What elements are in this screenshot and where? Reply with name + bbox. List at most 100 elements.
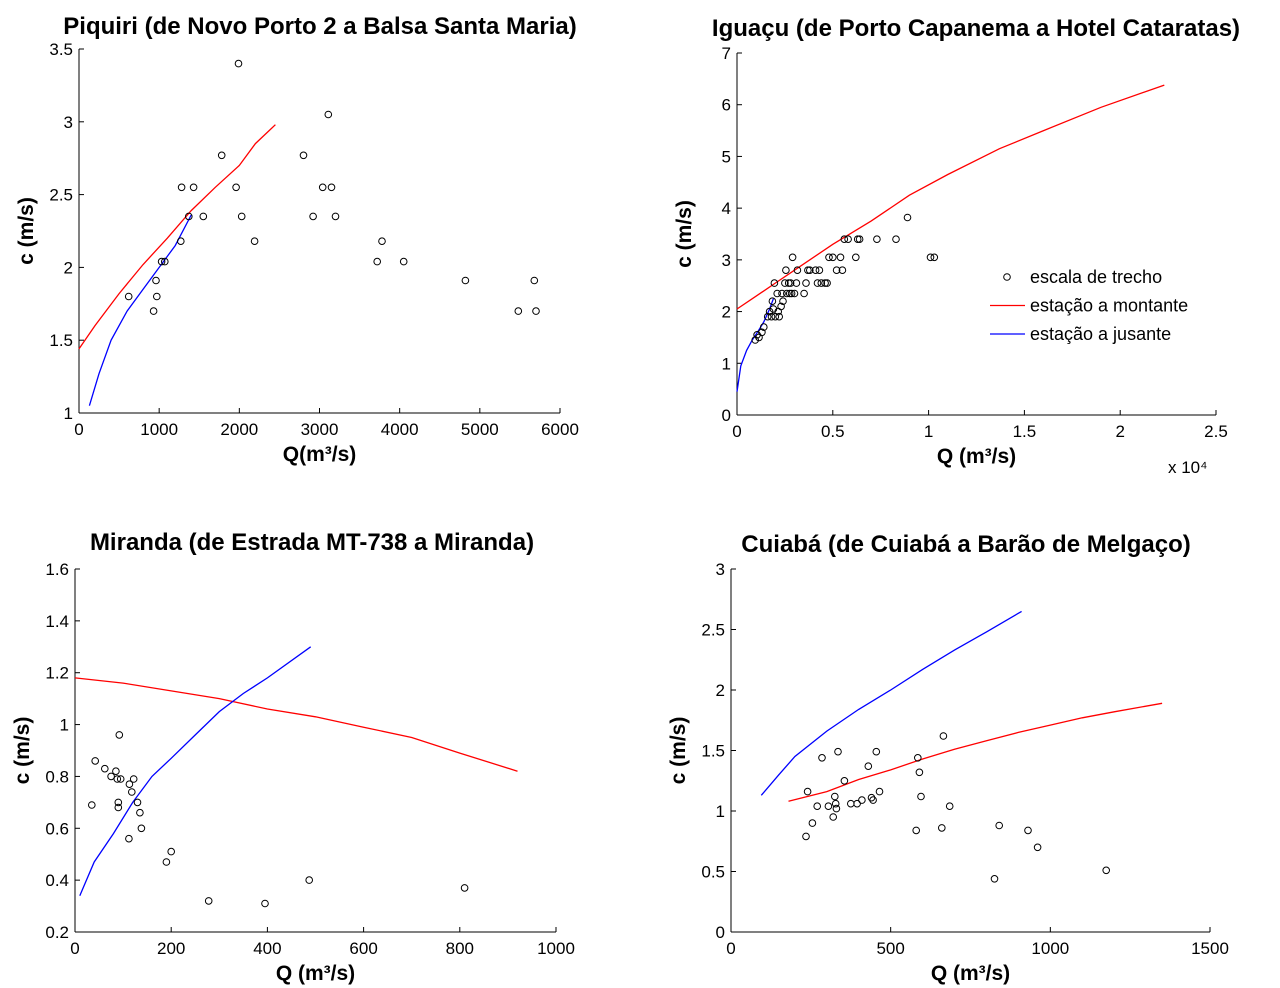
- x-tick-label: 0: [732, 422, 741, 441]
- data-point: [777, 302, 785, 311]
- series-line-jusante: [88, 214, 192, 406]
- x-axis-label: Q (m³/s): [931, 962, 1010, 985]
- y-tick-label: 7: [722, 44, 731, 63]
- y-tick-label: 2: [716, 681, 725, 700]
- data-point: [821, 279, 829, 287]
- data-point: [869, 796, 877, 804]
- legend-marker-circle: [1003, 273, 1011, 281]
- data-point: [817, 279, 826, 287]
- data-point: [373, 257, 382, 266]
- data-point: [124, 292, 133, 301]
- data-point: [177, 183, 186, 192]
- data-point: [786, 279, 795, 287]
- y-tick-label: 0: [722, 406, 731, 425]
- y-tick-label: 1.4: [45, 612, 69, 631]
- x-tick-label: 400: [253, 939, 281, 958]
- data-point: [853, 235, 862, 243]
- data-point: [832, 804, 841, 813]
- data-point: [836, 253, 845, 262]
- data-point: [162, 858, 171, 866]
- y-tick-label: 2: [722, 303, 731, 322]
- data-point: [873, 235, 881, 243]
- data-point: [788, 253, 797, 262]
- data-point: [768, 297, 777, 306]
- y-tick-label: 3: [64, 113, 73, 132]
- data-point: [831, 792, 839, 801]
- data-point: [815, 266, 824, 275]
- x-tick-label: 0.5: [821, 422, 845, 441]
- y-tick-label: 1.5: [49, 331, 73, 350]
- data-point: [1024, 826, 1032, 835]
- data-point: [990, 875, 999, 883]
- y-axis-label: c (m/s): [15, 197, 38, 265]
- y-tick-label: 2.5: [49, 186, 73, 205]
- data-point: [803, 787, 812, 796]
- data-point: [305, 876, 314, 884]
- chart-title: Piquiri (de Novo Porto 2 a Balsa Santa M…: [63, 13, 576, 40]
- series-line-jusante: [760, 610, 1022, 796]
- data-point: [128, 788, 136, 796]
- data-point: [804, 266, 812, 275]
- data-point: [847, 799, 855, 808]
- data-point: [770, 279, 779, 287]
- x-tick-label: 600: [349, 939, 377, 958]
- data-point: [324, 110, 333, 119]
- data-point: [760, 323, 768, 331]
- y-tick-label: 1: [716, 802, 725, 821]
- data-point: [1033, 843, 1042, 852]
- data-point: [802, 279, 810, 287]
- y-tick-label: 1.5: [701, 742, 725, 761]
- data-point: [811, 266, 820, 275]
- data-point: [758, 328, 766, 337]
- data-point: [892, 235, 900, 243]
- x-tick-label: 1500: [1191, 939, 1229, 958]
- y-tick-label: 3.5: [49, 40, 73, 59]
- data-point: [237, 212, 246, 221]
- series-line-montante: [78, 124, 276, 350]
- x-tick-label: 2.5: [1204, 422, 1228, 441]
- chart-panel-3: Miranda (de Estrada MT-738 a Miranda) 0 20…: [11, 529, 575, 985]
- data-point: [779, 297, 787, 306]
- data-point: [915, 768, 924, 777]
- data-point: [782, 266, 790, 275]
- data-point: [152, 276, 160, 285]
- series-line-jusante: [736, 298, 775, 392]
- data-point: [765, 307, 774, 316]
- data-point: [1102, 866, 1110, 875]
- data-point: [784, 279, 793, 287]
- data-point: [114, 803, 123, 812]
- data-point: [399, 257, 408, 266]
- y-tick-label: 0.4: [45, 871, 69, 890]
- series-line-jusante: [79, 646, 312, 896]
- data-point: [831, 799, 840, 808]
- x-axis-multiplier: x 10⁴: [1168, 458, 1207, 477]
- data-point: [792, 279, 801, 287]
- y-tick-label: 1: [722, 354, 731, 373]
- data-point: [161, 257, 169, 266]
- data-point: [825, 253, 833, 262]
- chart-title: Miranda (de Estrada MT-738 a Miranda): [90, 529, 534, 556]
- data-point: [903, 213, 912, 222]
- data-point: [133, 798, 142, 807]
- data-point: [844, 235, 852, 243]
- data-point: [945, 802, 954, 811]
- data-point: [912, 826, 921, 835]
- data-point: [829, 253, 837, 262]
- x-axis-label: Q (m³/s): [276, 962, 355, 985]
- y-tick-label: 1: [60, 716, 69, 735]
- y-tick-label: 0.5: [701, 863, 725, 882]
- data-point: [378, 237, 386, 245]
- data-point: [514, 307, 523, 315]
- x-tick-label: 2: [1115, 422, 1124, 441]
- chart-title: Iguaçu (de Porto Capanema a Hotel Catara…: [712, 15, 1240, 42]
- chart-panel-2: Iguaçu (de Porto Capanema a Hotel Catara…: [673, 15, 1240, 477]
- legend-label: estação a jusante: [1030, 324, 1171, 344]
- data-point: [189, 183, 198, 192]
- x-tick-label: 800: [446, 939, 474, 958]
- y-tick-label: 2: [64, 258, 73, 277]
- data-point: [834, 747, 842, 756]
- y-tick-label: 3: [722, 251, 731, 270]
- data-point: [855, 235, 864, 243]
- series-line-montante: [74, 677, 518, 772]
- data-point: [930, 253, 939, 262]
